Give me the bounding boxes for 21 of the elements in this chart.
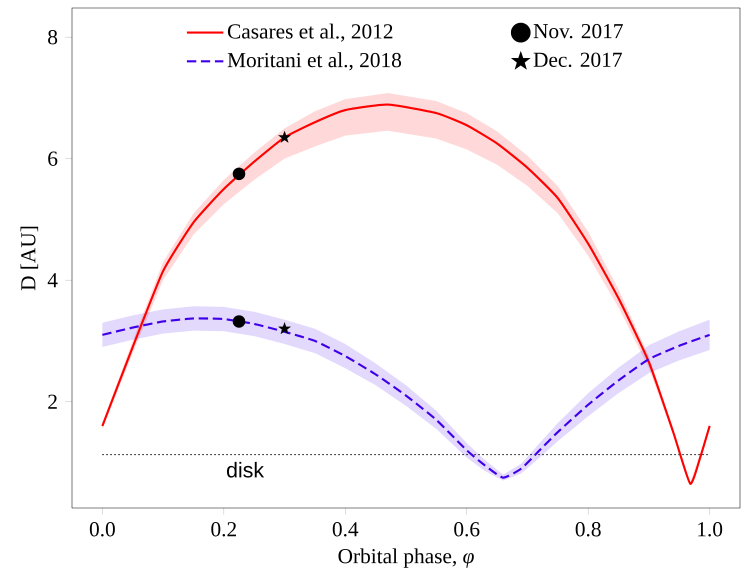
- legend-label: Casares et al., 2012: [228, 24, 392, 42]
- point: [232, 168, 246, 180]
- x-tick-label: 0.8: [576, 522, 601, 537]
- x-tick-label: 0.2: [211, 522, 236, 537]
- point: [278, 322, 291, 334]
- point: [278, 131, 291, 143]
- x-tick-label: 1.0: [698, 522, 722, 537]
- legend-label: Nov. 2017: [534, 24, 623, 38]
- ref-line-label: disk: [227, 462, 264, 478]
- y-tick-label: 6: [48, 152, 58, 166]
- legend-label: Moritani et al., 2018: [228, 52, 402, 70]
- x-tick-label: 0.4: [332, 522, 358, 537]
- x-tick-label: 0.6: [454, 522, 480, 537]
- legend-label: Dec. 2017: [534, 52, 622, 68]
- x-tick-label: 0.0: [90, 522, 115, 537]
- point: [232, 315, 246, 328]
- y-tick-label: 2: [48, 394, 57, 409]
- x-axis-title: Orbital phase, φ: [338, 548, 474, 568]
- y-tick-label: 4: [48, 273, 58, 288]
- y-tick-label: 8: [48, 30, 58, 44]
- y-axis-title: D [AU]: [20, 226, 38, 290]
